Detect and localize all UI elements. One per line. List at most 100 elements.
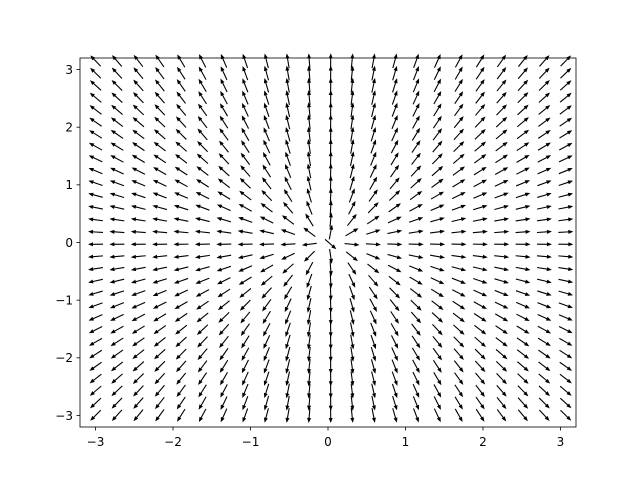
quiver-arrow bbox=[454, 103, 464, 117]
quiver-arrow bbox=[537, 349, 551, 359]
quiver-arrow bbox=[391, 115, 398, 130]
quiver-arrow bbox=[432, 347, 442, 361]
quiver-arrow bbox=[133, 409, 144, 422]
quiver-arrow bbox=[260, 264, 274, 273]
quiver-arrow bbox=[241, 359, 249, 374]
quiver-arrow bbox=[242, 90, 249, 105]
quiver-arrow bbox=[132, 104, 145, 116]
quiver-arrow bbox=[306, 200, 313, 215]
quiver-arrow bbox=[242, 371, 249, 386]
quiver-arrow bbox=[174, 301, 188, 310]
quiver-arrow bbox=[473, 313, 487, 322]
quiver-arrow bbox=[220, 66, 228, 81]
quiver-arrow bbox=[173, 242, 189, 247]
quiver-arrow bbox=[217, 277, 231, 285]
quiver-arrow bbox=[152, 278, 167, 284]
quiver-arrow bbox=[259, 216, 274, 224]
quiver-arrow bbox=[109, 254, 125, 259]
quiver-arrow bbox=[392, 65, 398, 81]
quiver-arrow bbox=[517, 397, 529, 409]
quiver-arrow bbox=[88, 142, 103, 151]
quiver-arrow bbox=[412, 102, 420, 117]
quiver-arrow bbox=[451, 204, 467, 211]
quiver-arrow bbox=[349, 163, 355, 179]
quiver-arrow bbox=[473, 301, 487, 310]
quiver-arrow bbox=[370, 139, 377, 154]
quiver-arrow bbox=[475, 79, 485, 92]
quiver-arrow bbox=[537, 142, 551, 151]
quiver-arrow bbox=[174, 179, 188, 188]
quiver-arrow bbox=[517, 385, 529, 397]
quiver-arrow bbox=[411, 127, 421, 141]
quiver-arrow bbox=[494, 313, 509, 322]
quiver-arrow bbox=[349, 175, 355, 191]
quiver-arrow bbox=[307, 53, 312, 69]
quiver-arrow bbox=[391, 383, 398, 399]
quiver-arrow bbox=[90, 55, 102, 67]
quiver-arrow bbox=[110, 167, 124, 175]
quiver-arrow bbox=[306, 273, 313, 288]
quiver-arrow bbox=[558, 229, 574, 234]
quiver-arrow bbox=[220, 103, 229, 117]
quiver-arrow bbox=[433, 90, 442, 105]
quiver-arrow bbox=[494, 229, 510, 234]
quiver-arrow bbox=[328, 77, 333, 93]
quiver-arrow bbox=[371, 65, 376, 81]
quiver-arrow bbox=[263, 335, 271, 349]
quiver-arrow bbox=[109, 180, 125, 187]
quiver-arrow bbox=[370, 359, 377, 374]
quiver-arrow bbox=[475, 54, 485, 68]
quiver-arrow bbox=[239, 190, 252, 201]
quiver-arrow bbox=[111, 409, 123, 422]
quiver-arrow bbox=[392, 78, 398, 93]
quiver-arrow bbox=[260, 203, 273, 213]
quiver-arrow bbox=[307, 65, 312, 81]
x-tick-label: −2 bbox=[164, 435, 182, 449]
quiver-arrow bbox=[348, 188, 355, 203]
quiver-arrow bbox=[537, 205, 552, 210]
quiver-arrow bbox=[328, 383, 333, 399]
quiver-arrow bbox=[495, 337, 508, 347]
quiver-arrow bbox=[389, 299, 400, 312]
quiver-arrow bbox=[454, 91, 464, 105]
quiver-arrow bbox=[285, 334, 291, 350]
x-tick-label: −3 bbox=[87, 435, 105, 449]
quiver-arrow bbox=[154, 116, 166, 128]
quiver-arrow bbox=[474, 141, 487, 152]
quiver-arrow bbox=[350, 407, 355, 423]
quiver-arrow bbox=[473, 179, 487, 188]
quiver-arrow bbox=[261, 287, 272, 299]
quiver-arrow bbox=[328, 395, 333, 411]
quiver-arrow bbox=[132, 142, 145, 152]
quiver-arrow bbox=[472, 242, 488, 247]
quiver-arrow bbox=[370, 127, 377, 142]
quiver-arrow bbox=[196, 312, 209, 323]
quiver-arrow bbox=[537, 167, 552, 175]
quiver-arrow bbox=[328, 102, 333, 118]
quiver-arrow bbox=[409, 288, 423, 298]
quiver-arrow bbox=[110, 117, 124, 127]
quiver-arrow bbox=[388, 275, 401, 286]
quiver-arrow bbox=[216, 242, 232, 247]
quiver-arrow bbox=[88, 168, 103, 175]
quiver-arrow bbox=[408, 242, 424, 247]
quiver-arrow bbox=[217, 300, 230, 311]
quiver-arrow bbox=[306, 285, 312, 301]
quiver-arrow bbox=[391, 90, 398, 105]
quiver-arrow bbox=[219, 128, 229, 141]
quiver-arrow bbox=[431, 153, 443, 165]
quiver-arrow bbox=[412, 90, 420, 105]
quiver-arrow bbox=[154, 384, 165, 397]
quiver-arrow bbox=[195, 289, 210, 297]
quiver-arrow bbox=[494, 266, 510, 272]
quiver-arrow bbox=[559, 130, 573, 139]
quiver-arrow bbox=[130, 205, 146, 210]
quiver-arrow bbox=[131, 278, 146, 284]
quiver-arrow bbox=[220, 371, 228, 386]
quiver-arrow bbox=[411, 347, 420, 361]
quiver-arrow bbox=[516, 167, 530, 175]
quiver-arrow bbox=[281, 215, 295, 225]
quiver-arrow bbox=[109, 290, 125, 296]
quiver-arrow bbox=[536, 266, 552, 272]
x-tick-label: 2 bbox=[479, 435, 487, 449]
